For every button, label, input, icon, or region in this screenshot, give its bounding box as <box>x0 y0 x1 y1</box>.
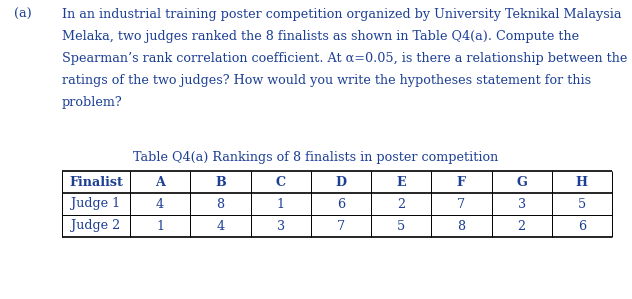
Text: Judge 2: Judge 2 <box>71 219 121 233</box>
Text: B: B <box>215 176 226 188</box>
Text: 2: 2 <box>518 219 526 233</box>
Text: F: F <box>457 176 466 188</box>
Text: 3: 3 <box>277 219 284 233</box>
Text: 5: 5 <box>578 198 586 210</box>
Text: Melaka, two judges ranked the 8 finalists as shown in Table Q4(a). Compute the: Melaka, two judges ranked the 8 finalist… <box>62 30 579 43</box>
Text: C: C <box>276 176 286 188</box>
Text: G: G <box>516 176 527 188</box>
Text: 7: 7 <box>458 198 465 210</box>
Text: In an industrial training poster competition organized by University Teknikal Ma: In an industrial training poster competi… <box>62 8 621 21</box>
Text: H: H <box>576 176 588 188</box>
Text: 1: 1 <box>156 219 164 233</box>
Text: 2: 2 <box>397 198 405 210</box>
Text: 7: 7 <box>337 219 345 233</box>
Text: 5: 5 <box>397 219 405 233</box>
Text: D: D <box>336 176 346 188</box>
Text: E: E <box>396 176 406 188</box>
Text: 8: 8 <box>458 219 465 233</box>
Text: 4: 4 <box>156 198 164 210</box>
Text: 8: 8 <box>216 198 224 210</box>
Text: Finalist: Finalist <box>69 176 123 188</box>
Text: Table Q4(a) Rankings of 8 finalists in poster competition: Table Q4(a) Rankings of 8 finalists in p… <box>133 151 499 164</box>
Text: 6: 6 <box>337 198 345 210</box>
Text: Spearman’s rank correlation coefficient. At α=0.05, is there a relationship betw: Spearman’s rank correlation coefficient.… <box>62 52 628 65</box>
Text: problem?: problem? <box>62 96 123 109</box>
Text: Judge 1: Judge 1 <box>71 198 121 210</box>
Text: 4: 4 <box>216 219 224 233</box>
Text: A: A <box>155 176 165 188</box>
Text: 1: 1 <box>277 198 284 210</box>
Text: 3: 3 <box>518 198 526 210</box>
Text: 6: 6 <box>578 219 586 233</box>
Text: ratings of the two judges? How would you write the hypotheses statement for this: ratings of the two judges? How would you… <box>62 74 591 87</box>
Text: (a): (a) <box>14 8 32 21</box>
